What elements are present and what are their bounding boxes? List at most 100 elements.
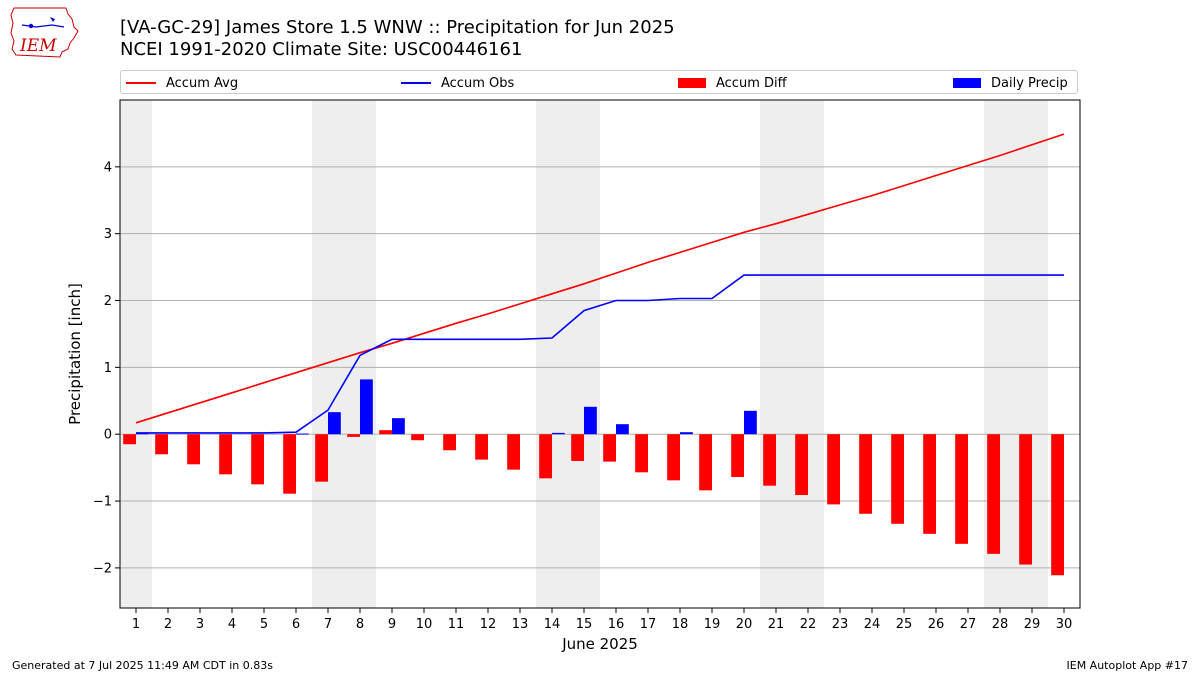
bar-accum-diff-10 bbox=[411, 434, 424, 441]
xtick-label-23: 23 bbox=[832, 617, 849, 632]
bar-daily-precip-15 bbox=[584, 406, 597, 435]
bar-accum-diff-2 bbox=[155, 434, 168, 455]
weekend-band-5 bbox=[984, 100, 1048, 608]
ytick-label-1: 1 bbox=[104, 361, 112, 376]
footer-app: IEM Autoplot App #17 bbox=[1066, 659, 1189, 672]
bar-accum-diff-7 bbox=[315, 434, 328, 482]
bar-accum-diff-19 bbox=[699, 434, 712, 491]
bar-accum-diff-15 bbox=[571, 434, 584, 461]
bar-daily-precip-8 bbox=[360, 379, 373, 435]
line-accum-obs bbox=[136, 274, 1064, 434]
bar-accum-diff-26 bbox=[923, 434, 936, 534]
legend-label-accum-diff: Accum Diff bbox=[716, 75, 787, 91]
bar-accum-diff-28 bbox=[987, 434, 1000, 554]
xtick-label-27: 27 bbox=[960, 617, 977, 632]
xtick-label-22: 22 bbox=[800, 617, 817, 632]
bar-accum-diff-22 bbox=[795, 434, 808, 496]
chart-subtitle: NCEI 1991-2020 Climate Site: USC00446161 bbox=[120, 39, 523, 60]
y-axis-label: Precipitation [inch] bbox=[66, 283, 84, 425]
legend-label-accum-obs: Accum Obs bbox=[441, 75, 515, 91]
xtick-label-3: 3 bbox=[196, 617, 204, 632]
bar-accum-diff-3 bbox=[187, 434, 200, 465]
bar-accum-diff-18 bbox=[667, 434, 680, 481]
xtick-label-20: 20 bbox=[736, 617, 753, 632]
xtick-label-16: 16 bbox=[608, 617, 625, 632]
bar-accum-diff-1 bbox=[123, 434, 136, 445]
legend-item-accum-obs: Accum Obs bbox=[401, 71, 514, 95]
line-accum-avg bbox=[135, 133, 1065, 424]
bar-daily-precip-9 bbox=[392, 418, 405, 435]
bar-accum-diff-14 bbox=[539, 434, 552, 479]
ytick-label-3: 3 bbox=[104, 227, 112, 242]
xtick-label-30: 30 bbox=[1056, 617, 1073, 632]
xtick-label-11: 11 bbox=[448, 617, 465, 632]
ytick-label--2: −2 bbox=[93, 561, 112, 576]
bar-accum-diff-4 bbox=[219, 434, 232, 475]
bar-accum-diff-25 bbox=[891, 434, 904, 524]
legend-swatch-accum-diff bbox=[678, 78, 706, 88]
chart-title: [VA-GC-29] James Store 1.5 WNW :: Precip… bbox=[120, 17, 675, 38]
xtick-label-8: 8 bbox=[356, 617, 364, 632]
bar-daily-precip-1 bbox=[136, 432, 149, 435]
xtick-label-24: 24 bbox=[864, 617, 881, 632]
weekend-band-1 bbox=[120, 100, 152, 608]
legend-item-daily-precip: Daily Precip bbox=[953, 71, 1068, 95]
bar-daily-precip-20 bbox=[744, 410, 757, 435]
bar-daily-precip-7 bbox=[328, 412, 341, 435]
plot-frame bbox=[119, 99, 1081, 609]
xtick-label-1: 1 bbox=[132, 617, 140, 632]
bar-accum-diff-9 bbox=[379, 430, 392, 435]
bar-accum-diff-20 bbox=[731, 434, 744, 477]
legend-label-daily-precip: Daily Precip bbox=[991, 75, 1068, 91]
bar-accum-diff-16 bbox=[603, 434, 616, 462]
ytick-label-2: 2 bbox=[104, 294, 112, 309]
bar-accum-diff-8 bbox=[347, 434, 360, 437]
xtick-label-12: 12 bbox=[480, 617, 497, 632]
xtick-label-9: 9 bbox=[388, 617, 396, 632]
xtick-label-18: 18 bbox=[672, 617, 689, 632]
legend-swatch-accum-avg bbox=[126, 82, 156, 84]
xtick-label-13: 13 bbox=[512, 617, 529, 632]
ytick-label-0: 0 bbox=[104, 428, 112, 443]
bar-daily-precip-6 bbox=[296, 433, 309, 435]
weekend-band-2 bbox=[312, 100, 376, 608]
bar-accum-diff-30 bbox=[1051, 434, 1064, 576]
xtick-label-25: 25 bbox=[896, 617, 913, 632]
bar-daily-precip-18 bbox=[680, 432, 693, 435]
xtick-label-2: 2 bbox=[164, 617, 172, 632]
footer-generated: Generated at 7 Jul 2025 11:49 AM CDT in … bbox=[12, 659, 273, 672]
xtick-label-28: 28 bbox=[992, 617, 1009, 632]
legend-swatch-daily-precip bbox=[953, 78, 981, 88]
xtick-label-6: 6 bbox=[292, 617, 300, 632]
legend-item-accum-diff: Accum Diff bbox=[678, 71, 787, 95]
bar-accum-diff-5 bbox=[251, 434, 264, 485]
bar-accum-diff-12 bbox=[475, 434, 488, 460]
xtick-label-21: 21 bbox=[768, 617, 785, 632]
xtick-label-7: 7 bbox=[324, 617, 332, 632]
xtick-label-15: 15 bbox=[576, 617, 593, 632]
bar-accum-diff-27 bbox=[955, 434, 968, 544]
xtick-label-14: 14 bbox=[544, 617, 561, 632]
logo-text: IEM bbox=[19, 36, 57, 56]
weekend-band-3 bbox=[536, 100, 600, 608]
ytick-label-4: 4 bbox=[104, 160, 112, 175]
bar-accum-diff-23 bbox=[827, 434, 840, 505]
iem-logo: IEM bbox=[10, 7, 79, 58]
bar-accum-diff-17 bbox=[635, 434, 648, 473]
legend: Accum Avg Accum Obs Accum Diff Daily Pre… bbox=[120, 70, 1078, 94]
bar-accum-diff-21 bbox=[763, 434, 776, 486]
xtick-label-17: 17 bbox=[640, 617, 657, 632]
xtick-label-19: 19 bbox=[704, 617, 721, 632]
weekend-band-4 bbox=[760, 100, 824, 608]
xtick-label-26: 26 bbox=[928, 617, 945, 632]
ytick-label--1: −1 bbox=[93, 495, 112, 510]
bar-daily-precip-14 bbox=[552, 432, 565, 435]
legend-label-accum-avg: Accum Avg bbox=[166, 75, 239, 91]
xtick-label-5: 5 bbox=[260, 617, 268, 632]
bar-accum-diff-6 bbox=[283, 434, 296, 494]
bar-accum-diff-29 bbox=[1019, 434, 1032, 565]
bar-accum-diff-24 bbox=[859, 434, 872, 514]
legend-item-accum-avg: Accum Avg bbox=[126, 71, 238, 95]
xtick-label-29: 29 bbox=[1024, 617, 1041, 632]
